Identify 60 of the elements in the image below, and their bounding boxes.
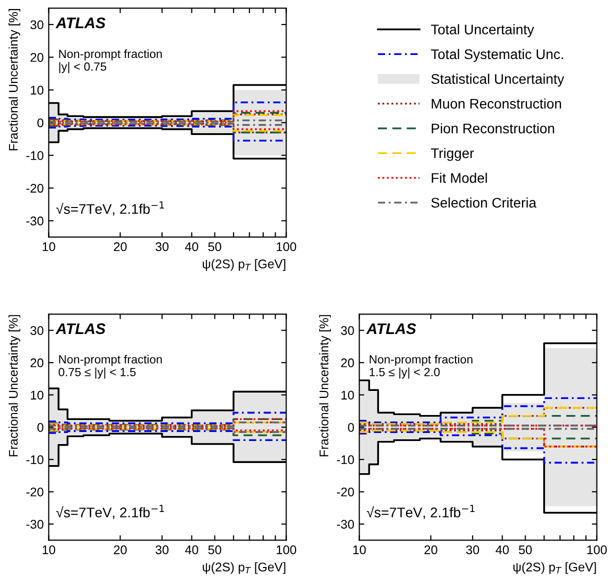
- y-tick-label: -20: [336, 488, 354, 496]
- y-tick-label: -10: [26, 455, 44, 464]
- annotation: √s=7TeV, 2.1fb$^{−1}$: [56, 201, 164, 216]
- y-tick-label: -30: [336, 520, 354, 529]
- annotation: Non-prompt fraction 0.75 ≤ |y| < 1.5: [58, 354, 162, 379]
- y-tick-label: 20: [341, 358, 354, 368]
- x-tick-label: 50: [208, 545, 222, 554]
- x-tick-label: 100: [587, 545, 607, 554]
- annotation: ATLAS: [56, 17, 106, 28]
- x-tick-label: 30: [466, 545, 480, 554]
- x-tick-label: 40: [185, 545, 198, 554]
- y-tick-label: 20: [30, 53, 44, 62]
- y-tick-label: 0: [348, 422, 354, 432]
- x-tick-label: 30: [156, 242, 169, 252]
- legend-label: Muon Reconstruction: [432, 98, 562, 109]
- y-tick-label: 10: [342, 390, 354, 400]
- legend-label: Pion Reconstruction: [432, 123, 554, 134]
- x-tick-label: 20: [114, 545, 127, 554]
- y-tick-label: 0: [37, 118, 44, 128]
- y-tick-label: 10: [30, 86, 44, 95]
- y-tick-label: 30: [341, 326, 354, 335]
- y-tick-label: -10: [26, 151, 44, 160]
- legend-label: Selection Criteria: [431, 197, 536, 208]
- y-axis-title: Fractional Uncertainty [%]: [8, 9, 20, 150]
- legend-label: Statistical Uncertainty: [431, 74, 564, 87]
- x-tick-label: 20: [424, 545, 438, 554]
- legend-label: Fit Model: [432, 172, 487, 183]
- x-axis-title: ψ(2S) p$_{T}$ [GeV]: [202, 562, 286, 574]
- y-tick-label: -20: [26, 488, 44, 496]
- annotation: Non-prompt fraction 1.5 ≤ |y| < 2.0: [370, 354, 472, 379]
- annotation: √s=7TeV, 2.1fb$^{−1}$: [366, 504, 474, 520]
- y-tick-label: -20: [26, 184, 44, 193]
- x-tick-label: 50: [208, 242, 222, 252]
- annotation: ATLAS: [56, 323, 106, 334]
- x-tick-label: 20: [114, 242, 127, 252]
- annotation: ATLAS: [366, 323, 416, 334]
- legend-label: Trigger: [430, 148, 474, 161]
- y-tick-label: 20: [30, 358, 44, 368]
- y-axis-title: Fractional Uncertainty [%]: [319, 315, 331, 456]
- x-tick-label: 40: [185, 242, 198, 252]
- annotation: Non-prompt fraction |y| < 0.75: [59, 49, 162, 74]
- y-tick-label: -10: [336, 455, 354, 464]
- legend-label: Total Systematic Unc.: [430, 48, 563, 62]
- x-tick-label: 30: [156, 545, 169, 554]
- x-axis-title: ψ(2S) p$_{T}$ [GeV]: [513, 562, 596, 574]
- annotation: √s=7TeV, 2.1fb$^{−1}$: [56, 504, 164, 520]
- x-axis-title: ψ(2S) p$_{T}$ [GeV]: [202, 259, 286, 271]
- y-tick-label: -30: [26, 216, 44, 226]
- x-tick-label: 50: [518, 545, 532, 554]
- y-tick-label: 0: [37, 422, 44, 432]
- y-axis-title: Fractional Uncertainty [%]: [8, 315, 20, 456]
- x-tick-label: 100: [276, 242, 296, 252]
- y-tick-label: 10: [30, 390, 44, 400]
- legend-label: Total Uncertainty: [430, 24, 534, 38]
- y-tick-label: 30: [30, 20, 44, 30]
- y-tick-label: 30: [30, 326, 44, 335]
- x-tick-label: 100: [276, 545, 296, 554]
- y-tick-label: -30: [26, 520, 44, 529]
- x-tick-label: 10: [353, 545, 366, 554]
- x-tick-label: 40: [496, 545, 509, 554]
